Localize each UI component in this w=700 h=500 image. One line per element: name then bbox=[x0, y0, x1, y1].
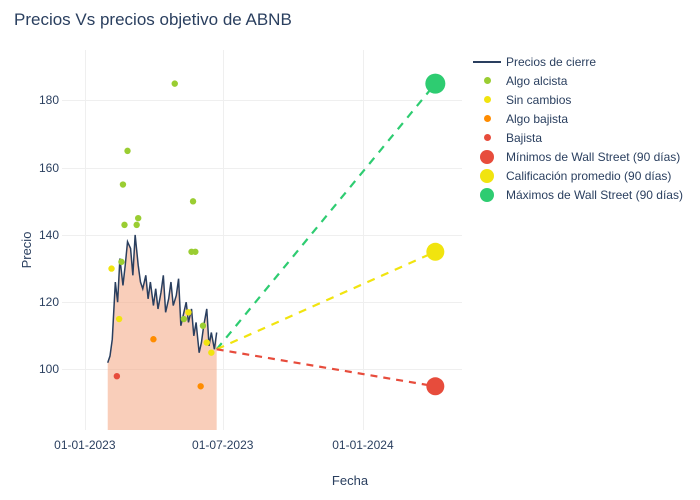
legend-dot-icon bbox=[484, 96, 491, 103]
analyst-dot-sin_cambios bbox=[185, 309, 191, 315]
analyst-dot-algo_alcista bbox=[121, 222, 127, 228]
legend-swatch bbox=[472, 188, 502, 202]
legend-line-icon bbox=[473, 61, 501, 63]
analyst-dot-algo_bajista bbox=[150, 336, 156, 342]
analyst-dot-sin_cambios bbox=[116, 316, 122, 322]
legend: Precios de cierre Algo alcista Sin cambios… bbox=[472, 52, 683, 204]
legend-swatch bbox=[472, 96, 502, 103]
analyst-dot-algo_alcista bbox=[181, 316, 187, 322]
legend-label: Máximos de Wall Street (90 días) bbox=[506, 188, 683, 202]
forecast-dot-avg bbox=[426, 243, 444, 261]
analyst-dot-sin_cambios bbox=[108, 265, 114, 271]
chart-container: Precios Vs precios objetivo de ABNB Prec… bbox=[0, 0, 700, 500]
legend-item: Precios de cierre bbox=[472, 52, 683, 71]
legend-item: Calificación promedio (90 días) bbox=[472, 166, 683, 185]
forecast-line-min bbox=[217, 349, 436, 386]
legend-item: Mínimos de Wall Street (90 días) bbox=[472, 147, 683, 166]
legend-swatch bbox=[472, 169, 502, 183]
legend-item: Máximos de Wall Street (90 días) bbox=[472, 185, 683, 204]
analyst-dot-algo_alcista bbox=[118, 259, 124, 265]
legend-item: Bajista bbox=[472, 128, 683, 147]
forecast-dot-min bbox=[426, 377, 444, 395]
legend-swatch bbox=[472, 115, 502, 122]
analyst-dot-algo_alcista bbox=[190, 198, 196, 204]
analyst-dot-algo_alcista bbox=[200, 323, 206, 329]
legend-label: Mínimos de Wall Street (90 días) bbox=[506, 150, 680, 164]
analyst-dot-algo_alcista bbox=[172, 80, 178, 86]
analyst-dot-algo_alcista bbox=[124, 148, 130, 154]
legend-label: Bajista bbox=[506, 131, 542, 145]
legend-item: Sin cambios bbox=[472, 90, 683, 109]
analyst-dot-sin_cambios bbox=[204, 339, 210, 345]
forecast-line-max bbox=[217, 84, 436, 350]
legend-label: Precios de cierre bbox=[506, 55, 596, 69]
analyst-dot-sin_cambios bbox=[208, 349, 214, 355]
legend-swatch bbox=[472, 134, 502, 141]
analyst-dot-algo_alcista bbox=[135, 215, 141, 221]
analyst-dot-algo_alcista bbox=[192, 249, 198, 255]
forecast-dot-max bbox=[425, 74, 445, 94]
close-area bbox=[108, 235, 217, 430]
legend-swatch bbox=[472, 77, 502, 84]
legend-dot-icon bbox=[484, 77, 491, 84]
legend-swatch bbox=[472, 61, 502, 63]
legend-dot-icon bbox=[484, 134, 491, 141]
forecast-line-avg bbox=[217, 252, 436, 350]
legend-dot-icon bbox=[480, 188, 494, 202]
legend-label: Algo bajista bbox=[506, 112, 568, 126]
legend-dot-icon bbox=[480, 150, 494, 164]
analyst-dot-bajista bbox=[114, 373, 120, 379]
legend-swatch bbox=[472, 150, 502, 164]
analyst-dot-algo_bajista bbox=[197, 383, 203, 389]
analyst-dot-algo_alcista bbox=[133, 222, 139, 228]
legend-item: Algo alcista bbox=[472, 71, 683, 90]
legend-item: Algo bajista bbox=[472, 109, 683, 128]
legend-label: Sin cambios bbox=[506, 93, 571, 107]
legend-label: Algo alcista bbox=[506, 74, 567, 88]
legend-label: Calificación promedio (90 días) bbox=[506, 169, 671, 183]
legend-dot-icon bbox=[480, 169, 494, 183]
legend-dot-icon bbox=[484, 115, 491, 122]
analyst-dot-algo_alcista bbox=[120, 181, 126, 187]
